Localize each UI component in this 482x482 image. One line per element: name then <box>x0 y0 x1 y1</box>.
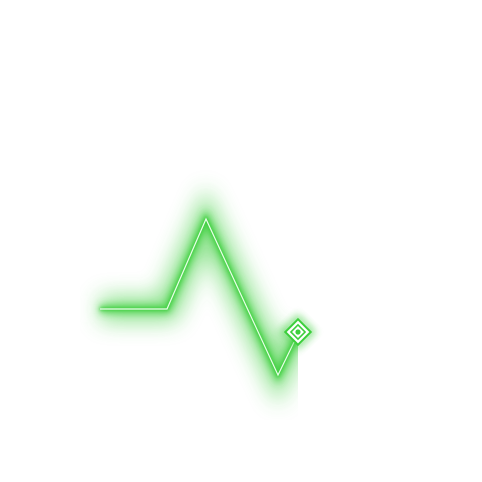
pulse-line-core <box>100 217 299 377</box>
diamond-marker-icon <box>280 314 316 350</box>
